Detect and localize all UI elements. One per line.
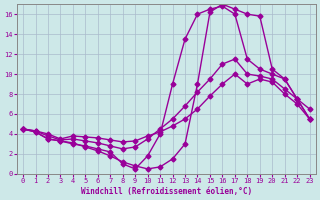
- X-axis label: Windchill (Refroidissement éolien,°C): Windchill (Refroidissement éolien,°C): [81, 187, 252, 196]
